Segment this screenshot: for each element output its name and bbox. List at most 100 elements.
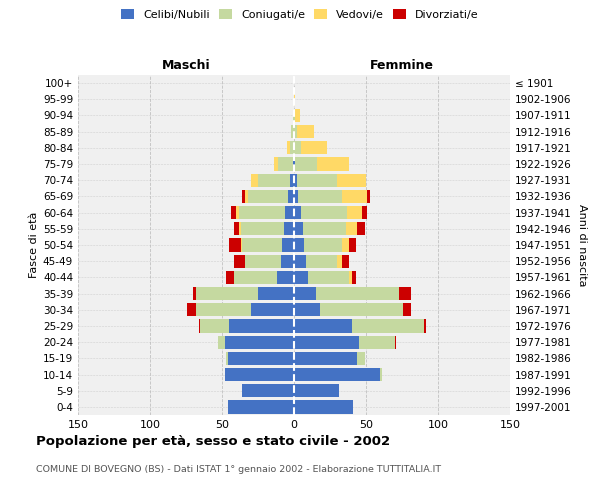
Bar [226, 270, 233, 284]
Bar [230, 206, 236, 220]
Bar [399, 287, 410, 300]
Bar [367, 190, 370, 203]
Bar [200, 320, 229, 332]
Bar [347, 206, 362, 220]
Bar [290, 174, 294, 187]
Bar [359, 336, 395, 349]
Y-axis label: Anni di nascita: Anni di nascita [577, 204, 587, 286]
Bar [346, 222, 358, 235]
Bar [193, 287, 196, 300]
Bar [239, 206, 286, 220]
Bar [242, 238, 283, 252]
Bar [358, 222, 365, 235]
Bar [294, 222, 302, 235]
Bar [293, 109, 294, 122]
Bar [287, 141, 290, 154]
Bar [245, 254, 281, 268]
Bar [281, 254, 294, 268]
Bar [228, 400, 294, 413]
Bar [229, 238, 241, 252]
Bar [291, 125, 294, 138]
Bar [316, 287, 399, 300]
Bar [196, 287, 258, 300]
Bar [301, 141, 327, 154]
Bar [320, 303, 403, 316]
Bar [301, 206, 347, 220]
Bar [297, 125, 314, 138]
Bar [294, 238, 304, 252]
Bar [225, 368, 294, 381]
Bar [294, 270, 308, 284]
Bar [278, 158, 293, 170]
Bar [294, 190, 298, 203]
Bar [298, 190, 341, 203]
Text: Popolazione per età, sesso e stato civile - 2002: Popolazione per età, sesso e stato civil… [36, 435, 390, 448]
Bar [294, 92, 295, 106]
Bar [294, 158, 295, 170]
Bar [199, 320, 200, 332]
Bar [225, 336, 294, 349]
Bar [294, 320, 352, 332]
Bar [302, 222, 346, 235]
Text: Femmine: Femmine [370, 59, 434, 72]
Bar [294, 109, 295, 122]
Bar [294, 206, 301, 220]
Bar [395, 336, 396, 349]
Bar [226, 352, 228, 365]
Bar [258, 287, 294, 300]
Bar [187, 303, 196, 316]
Bar [218, 336, 225, 349]
Bar [245, 190, 248, 203]
Bar [241, 222, 284, 235]
Bar [242, 190, 245, 203]
Bar [239, 222, 241, 235]
Bar [304, 238, 341, 252]
Bar [294, 384, 338, 398]
Bar [233, 270, 277, 284]
Bar [305, 254, 337, 268]
Text: Maschi: Maschi [161, 59, 211, 72]
Text: COMUNE DI BOVEGNO (BS) - Dati ISTAT 1° gennaio 2002 - Elaborazione TUTTITALIA.IT: COMUNE DI BOVEGNO (BS) - Dati ISTAT 1° g… [36, 465, 441, 474]
Bar [358, 352, 365, 365]
Bar [294, 368, 380, 381]
Bar [294, 287, 316, 300]
Bar [294, 400, 353, 413]
Bar [283, 238, 294, 252]
Bar [424, 320, 427, 332]
Bar [341, 254, 349, 268]
Bar [362, 206, 367, 220]
Bar [274, 158, 278, 170]
Bar [294, 336, 359, 349]
Bar [248, 190, 288, 203]
Bar [349, 238, 356, 252]
Bar [352, 270, 356, 284]
Bar [294, 254, 305, 268]
Bar [352, 320, 424, 332]
Bar [337, 254, 341, 268]
Bar [294, 352, 358, 365]
Bar [341, 238, 349, 252]
Bar [258, 174, 290, 187]
Bar [308, 270, 349, 284]
Bar [317, 158, 349, 170]
Y-axis label: Fasce di età: Fasce di età [29, 212, 39, 278]
Bar [228, 352, 294, 365]
Bar [294, 125, 297, 138]
Bar [297, 174, 337, 187]
Bar [242, 384, 294, 398]
Bar [294, 174, 297, 187]
Bar [288, 190, 294, 203]
Bar [337, 174, 366, 187]
Bar [294, 303, 320, 316]
Bar [284, 222, 294, 235]
Bar [293, 158, 294, 170]
Bar [380, 368, 382, 381]
Bar [286, 206, 294, 220]
Bar [294, 141, 301, 154]
Bar [251, 174, 258, 187]
Bar [233, 222, 239, 235]
Bar [277, 270, 294, 284]
Bar [403, 303, 410, 316]
Bar [290, 141, 294, 154]
Bar [349, 270, 352, 284]
